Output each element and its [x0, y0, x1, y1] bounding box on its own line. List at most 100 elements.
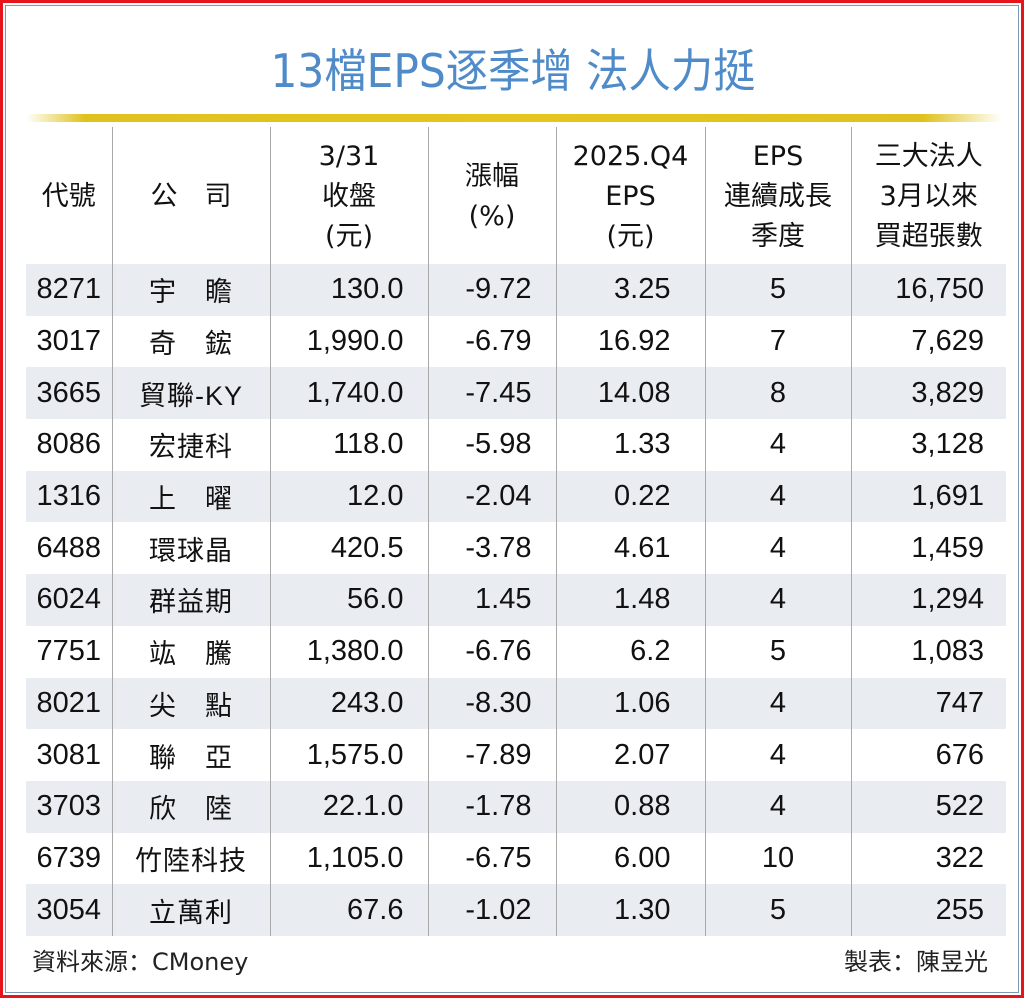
- eps-cell: 6.2: [555, 625, 705, 678]
- eps-cell: 4.61: [555, 522, 705, 575]
- net-buy-cell: 676: [850, 729, 1006, 781]
- stock-code-cell: 8021: [26, 677, 112, 730]
- header-line: 2025.Q4: [572, 140, 689, 172]
- net-buy-cell: 3,128: [850, 419, 1006, 471]
- net-buy-cell: 747: [850, 677, 1006, 730]
- growth-quarters-cell: 5: [704, 625, 851, 678]
- table-row: 8021 尖 點 243.0 -8.30 1.06 4 747: [26, 677, 1006, 730]
- eps-cell: 1.30: [555, 884, 705, 936]
- company-name-cell: 宇 瞻: [111, 264, 270, 316]
- company-name-cell: 竹陸科技: [111, 832, 270, 885]
- change-percent-cell: -7.45: [427, 367, 556, 420]
- change-percent-cell: -1.78: [427, 780, 556, 833]
- company-name-cell: 奇 鋐: [111, 315, 270, 368]
- growth-quarters-cell: 4: [704, 574, 851, 626]
- data-source-note: 資料來源：CMoney: [32, 948, 249, 976]
- header-institutional-net-buy: 三大法人 3月以來買超張數: [850, 127, 1006, 264]
- eps-cell: 0.88: [555, 780, 705, 833]
- close-price-cell: 1,990.0: [269, 315, 428, 368]
- company-name-cell: 竑 騰: [111, 625, 270, 678]
- table-row: 3703 欣 陸 22.1.0 -1.78 0.88 4 522: [26, 780, 1006, 833]
- stock-code-cell: 3081: [26, 729, 112, 781]
- header-close: 3/31 收盤 (元): [269, 127, 428, 264]
- net-buy-cell: 1,691: [850, 470, 1006, 523]
- stock-table: 代號 公 司 3/31 收盤 (元) 漲幅 (%) 2025.Q4 EPS (元) EPS 連續成長季…: [26, 127, 1006, 936]
- change-percent-cell: -7.89: [427, 729, 556, 781]
- eps-cell: 6.00: [555, 832, 705, 885]
- change-percent-cell: 1.45: [427, 574, 556, 626]
- growth-quarters-cell: 5: [704, 264, 851, 316]
- company-name-cell: 群益期: [111, 574, 270, 626]
- table-row: 3665 貿聯-KY 1,740.0 -7.45 14.08 8 3,829: [26, 367, 1006, 420]
- change-percent-cell: -6.75: [427, 832, 556, 885]
- header-line: 3/31: [318, 140, 380, 172]
- header-line: 三大法人: [874, 140, 983, 172]
- net-buy-cell: 1,459: [850, 522, 1006, 575]
- table-row: 3017 奇 鋐 1,990.0 -6.79 16.92 7 7,629: [26, 315, 1006, 368]
- table-row: 8271 宇 瞻 130.0 -9.72 3.25 5 16,750: [26, 264, 1006, 316]
- header-code: 代號: [26, 127, 112, 264]
- company-name-cell: 聯 亞: [111, 729, 270, 781]
- stock-code-cell: 8271: [26, 264, 112, 316]
- header-growth-quarters: EPS 連續成長 季度: [704, 127, 851, 264]
- eps-cell: 1.48: [555, 574, 705, 626]
- growth-quarters-cell: 5: [704, 884, 851, 936]
- close-price-cell: 1,380.0: [269, 625, 428, 678]
- eps-cell: 0.22: [555, 470, 705, 523]
- stock-code-cell: 7751: [26, 625, 112, 678]
- header-line: (元): [324, 220, 374, 252]
- company-name-cell: 上 曜: [111, 470, 270, 523]
- close-price-cell: 1,575.0: [269, 729, 428, 781]
- company-name-cell: 貿聯-KY: [111, 367, 270, 420]
- table-row: 3081 聯 亞 1,575.0 -7.89 2.07 4 676: [26, 729, 1006, 781]
- change-percent-cell: -5.98: [427, 419, 556, 471]
- net-buy-cell: 1,083: [850, 625, 1006, 678]
- change-percent-cell: -6.79: [427, 315, 556, 368]
- header-line: 漲幅: [465, 160, 519, 192]
- table-body: 8271 宇 瞻 130.0 -9.72 3.25 5 16,750 3017 奇 鋐 1,990…: [26, 264, 1006, 936]
- growth-quarters-cell: 7: [704, 315, 851, 368]
- title-underline-bar: [26, 114, 1002, 122]
- infographic-panel: 13檔EPS逐季增 法人力挺 代號 公 司 3/31 收盤 (元) 漲幅 (%) 2025.Q…: [5, 5, 1019, 993]
- header-line: EPS: [605, 180, 656, 212]
- change-percent-cell: -9.72: [427, 264, 556, 316]
- header-eps: 2025.Q4 EPS (元): [555, 127, 705, 264]
- header-line: 公 司: [150, 180, 232, 212]
- header-line: (%): [468, 200, 516, 232]
- stock-code-cell: 6488: [26, 522, 112, 575]
- company-name-cell: 宏捷科: [111, 419, 270, 471]
- stock-code-cell: 1316: [26, 470, 112, 523]
- header-line: 連續成長: [724, 180, 832, 212]
- company-name-cell: 環球晶: [111, 522, 270, 575]
- company-name-cell: 尖 點: [111, 677, 270, 730]
- stock-code-cell: 6024: [26, 574, 112, 626]
- eps-cell: 16.92: [555, 315, 705, 368]
- header-line: (元): [606, 220, 655, 252]
- growth-quarters-cell: 8: [704, 367, 851, 420]
- change-percent-cell: -1.02: [427, 884, 556, 936]
- close-price-cell: 243.0: [269, 677, 428, 730]
- close-price-cell: 118.0: [269, 419, 428, 471]
- stock-code-cell: 3703: [26, 780, 112, 833]
- growth-quarters-cell: 4: [704, 780, 851, 833]
- close-price-cell: 1,105.0: [269, 832, 428, 885]
- net-buy-cell: 7,629: [850, 315, 1006, 368]
- header-line: 買超張數: [874, 220, 983, 252]
- header-change: 漲幅 (%): [427, 127, 556, 264]
- eps-cell: 1.33: [555, 419, 705, 471]
- header-line: 季度: [751, 220, 805, 252]
- header-line: 代號: [41, 180, 96, 212]
- close-price-cell: 56.0: [269, 574, 428, 626]
- net-buy-cell: 522: [850, 780, 1006, 833]
- table-header-row: 代號 公 司 3/31 收盤 (元) 漲幅 (%) 2025.Q4 EPS (元) EPS 連續成長季…: [26, 127, 1006, 264]
- growth-quarters-cell: 4: [704, 729, 851, 781]
- table-row: 3054 立萬利 67.6 -1.02 1.30 5 255: [26, 884, 1006, 936]
- table-row: 6024 群益期 56.0 1.45 1.48 4 1,294: [26, 574, 1006, 626]
- stock-code-cell: 6739: [26, 832, 112, 885]
- chart-credit: 製表：陳昱光: [844, 948, 988, 976]
- stock-code-cell: 8086: [26, 419, 112, 471]
- header-line: 3月以來: [879, 180, 978, 212]
- change-percent-cell: -8.30: [427, 677, 556, 730]
- close-price-cell: 1,740.0: [269, 367, 428, 420]
